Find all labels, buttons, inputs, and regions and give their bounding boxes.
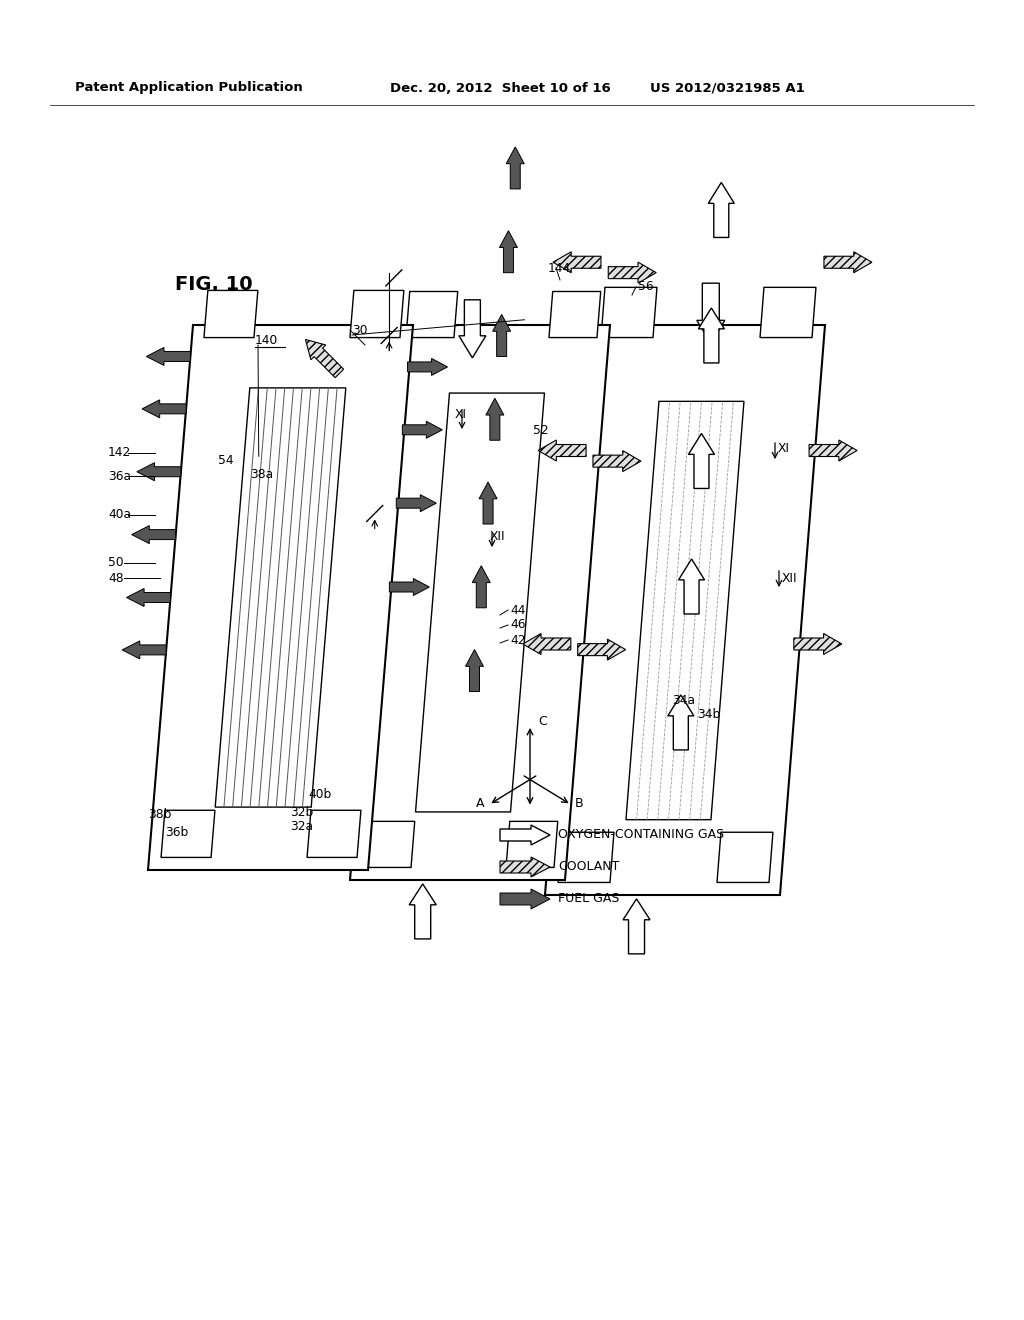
Polygon shape [824, 252, 872, 273]
Polygon shape [668, 694, 694, 750]
Polygon shape [389, 578, 429, 595]
Text: 34a: 34a [672, 693, 695, 706]
Text: XI: XI [778, 442, 790, 455]
Polygon shape [307, 810, 360, 858]
Polygon shape [406, 292, 458, 338]
Polygon shape [809, 440, 857, 461]
Polygon shape [122, 642, 166, 659]
Text: XI: XI [455, 408, 467, 421]
Polygon shape [538, 440, 586, 461]
Polygon shape [204, 290, 258, 338]
Polygon shape [608, 263, 656, 284]
Text: 56: 56 [638, 281, 653, 293]
Polygon shape [410, 884, 436, 939]
Polygon shape [760, 288, 816, 338]
Text: 50: 50 [108, 557, 124, 569]
Text: 40b: 40b [308, 788, 331, 801]
Polygon shape [408, 359, 447, 375]
Polygon shape [506, 147, 524, 189]
Polygon shape [549, 292, 601, 338]
Text: 36a: 36a [108, 470, 131, 483]
Polygon shape [215, 388, 346, 807]
Text: 44: 44 [510, 603, 525, 616]
Text: 36b: 36b [165, 825, 188, 838]
Polygon shape [493, 314, 511, 356]
Text: 38a: 38a [250, 469, 273, 482]
Polygon shape [416, 393, 545, 812]
Polygon shape [132, 525, 176, 544]
Polygon shape [479, 482, 497, 524]
Text: 46: 46 [510, 619, 525, 631]
Polygon shape [698, 308, 724, 363]
Polygon shape [402, 421, 442, 438]
Polygon shape [578, 639, 626, 660]
Polygon shape [350, 290, 403, 338]
Polygon shape [623, 899, 650, 954]
Polygon shape [485, 399, 504, 441]
Text: 142: 142 [108, 446, 131, 459]
Polygon shape [137, 463, 181, 480]
Text: XII: XII [490, 529, 506, 543]
Polygon shape [717, 832, 773, 883]
Polygon shape [794, 634, 842, 655]
Text: C: C [538, 715, 547, 729]
Text: B: B [575, 797, 584, 810]
Polygon shape [396, 495, 436, 512]
Polygon shape [679, 558, 705, 614]
Polygon shape [601, 288, 657, 338]
Polygon shape [553, 252, 601, 273]
Text: 30: 30 [352, 323, 368, 337]
Text: 140: 140 [255, 334, 279, 346]
Text: 38b: 38b [148, 808, 171, 821]
Polygon shape [696, 284, 725, 343]
Polygon shape [142, 400, 186, 418]
Text: Dec. 20, 2012  Sheet 10 of 16: Dec. 20, 2012 Sheet 10 of 16 [390, 82, 610, 95]
Text: 54: 54 [218, 454, 233, 466]
Polygon shape [500, 231, 517, 273]
Polygon shape [500, 825, 550, 845]
Polygon shape [459, 300, 485, 358]
Text: 48: 48 [108, 572, 124, 585]
Polygon shape [523, 634, 570, 655]
Polygon shape [688, 433, 715, 488]
Text: Patent Application Publication: Patent Application Publication [75, 82, 303, 95]
Text: 144: 144 [548, 261, 571, 275]
Text: 42: 42 [510, 634, 525, 647]
Polygon shape [545, 325, 825, 895]
Text: 32b: 32b [290, 805, 313, 818]
Polygon shape [626, 401, 744, 820]
Text: 52: 52 [534, 424, 549, 437]
Polygon shape [709, 182, 734, 238]
Polygon shape [146, 347, 190, 366]
Polygon shape [305, 339, 344, 378]
Polygon shape [472, 566, 490, 607]
Polygon shape [558, 832, 614, 883]
Polygon shape [593, 450, 641, 471]
Polygon shape [466, 649, 483, 692]
Text: A: A [476, 797, 484, 810]
Text: 32a: 32a [290, 820, 313, 833]
Text: FUEL GAS: FUEL GAS [558, 892, 620, 906]
Text: 34b: 34b [697, 709, 720, 722]
Polygon shape [127, 589, 171, 606]
Text: XII: XII [782, 572, 798, 585]
Text: OXYGEN-CONTAINING GAS: OXYGEN-CONTAINING GAS [558, 829, 724, 842]
Polygon shape [500, 857, 550, 876]
Text: FIG. 10: FIG. 10 [175, 276, 253, 294]
Polygon shape [364, 821, 415, 867]
Polygon shape [350, 325, 610, 880]
Polygon shape [161, 810, 215, 858]
Text: 40a: 40a [108, 508, 131, 521]
Polygon shape [506, 821, 558, 867]
Text: US 2012/0321985 A1: US 2012/0321985 A1 [650, 82, 805, 95]
Polygon shape [500, 888, 550, 909]
Polygon shape [148, 325, 413, 870]
Text: COOLANT: COOLANT [558, 861, 620, 874]
